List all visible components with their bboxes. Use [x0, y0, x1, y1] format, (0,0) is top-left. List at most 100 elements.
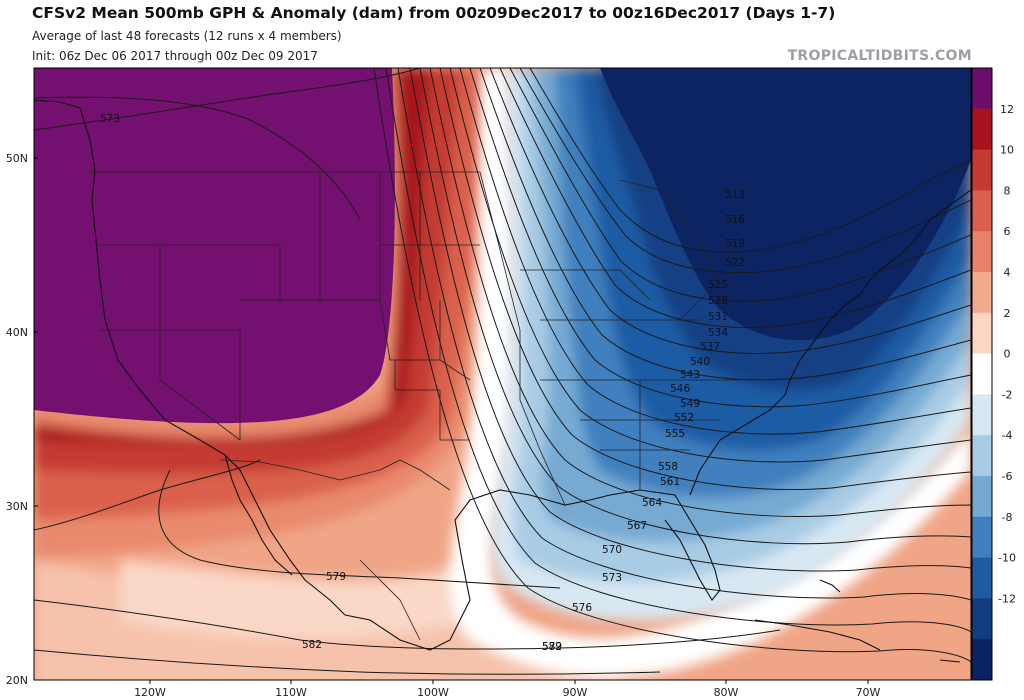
- map-subtitle: Average of last 48 forecasts (12 runs x …: [32, 29, 342, 43]
- contour-line: [34, 599, 781, 650]
- contour-label: 579: [326, 571, 346, 583]
- contour-line: [34, 96, 361, 221]
- contour-label: 516: [725, 214, 745, 226]
- contour-label: 573: [602, 572, 622, 584]
- colorbar-swatch: [972, 598, 992, 640]
- contour-label: 543: [680, 369, 700, 381]
- contour-line: [373, 68, 971, 663]
- contour-line: [34, 459, 261, 531]
- map-title: CFSv2 Mean 500mb GPH & Anomaly (dam) fro…: [32, 4, 836, 22]
- contour-label: 525: [708, 279, 728, 291]
- contour-label: 573: [100, 113, 120, 125]
- contour-line: [489, 68, 971, 354]
- lon-label: 90W: [563, 686, 588, 699]
- contour-label: 555: [665, 428, 685, 440]
- colorbar: 12 10 8 6 4 2 0 -2 -4 -6 -8 -10 -12: [971, 67, 1016, 681]
- lon-label: 120W: [134, 686, 166, 699]
- contour-line: [34, 68, 421, 131]
- contour-line: [429, 68, 971, 517]
- contour-line: [385, 68, 971, 633]
- contour-line: [529, 68, 971, 253]
- contour-label: 546: [670, 383, 690, 395]
- colorbar-label: -2: [1002, 388, 1013, 401]
- lon-label: 80W: [714, 686, 739, 699]
- colorbar-label: 8: [1004, 184, 1011, 197]
- contour-label: 582: [542, 641, 562, 653]
- lon-label: 70W: [856, 686, 881, 699]
- contour-label: 564: [642, 497, 662, 509]
- contour-label: 531: [708, 311, 728, 323]
- coastlines: [34, 99, 971, 663]
- colorbar-swatch: [972, 272, 992, 314]
- colorbar-swatch: [972, 231, 992, 273]
- contour-label: 579: [542, 641, 562, 653]
- contour-line: [509, 68, 971, 302]
- colorbar-swatch: [972, 557, 992, 599]
- colorbar-swatch: [972, 312, 992, 355]
- contour-label: 549: [680, 398, 700, 410]
- map-axes: 50N 40N 30N 20N 120W 110W 100W 90W 80W 70W: [6, 152, 881, 699]
- contour-line: [469, 68, 971, 408]
- contour-label: 519: [725, 238, 745, 250]
- colorbar-swatch: [972, 353, 992, 395]
- lat-label: 50N: [6, 152, 28, 165]
- contour-line: [409, 68, 971, 572]
- colorbar-swatch: [972, 476, 992, 518]
- colorbar-swatch: [972, 516, 992, 559]
- contour-label: 561: [660, 476, 680, 488]
- colorbar-label: 4: [1004, 266, 1011, 279]
- lon-label: 100W: [417, 686, 449, 699]
- contour-label: 528: [708, 295, 728, 307]
- contour-label: 537: [700, 341, 720, 353]
- contour-label: 552: [674, 412, 694, 424]
- colorbar-swatch: [972, 394, 992, 436]
- contour-line: [519, 68, 971, 273]
- contour-label: 570: [602, 544, 622, 556]
- contour-line: [419, 68, 971, 545]
- anomaly-field: [34, 68, 971, 680]
- contour-line: [459, 68, 971, 435]
- colorbar-swatch: [972, 435, 992, 477]
- colorbar-label: -12: [998, 592, 1016, 605]
- state-borders: [90, 171, 740, 641]
- watermark: TROPICALTIDBITS.COM: [787, 48, 972, 64]
- contour-label: 558: [658, 461, 678, 473]
- colorbar-swatch: [972, 108, 992, 151]
- colorbar-label: 6: [1004, 225, 1011, 238]
- colorbar-swatch: [972, 68, 992, 110]
- contour-line: [158, 469, 561, 589]
- colorbar-label: 10: [1000, 144, 1014, 157]
- lat-label: 40N: [6, 326, 28, 339]
- contour-line: [439, 68, 971, 490]
- init-line: Init: 06z Dec 06 2017 through 00z Dec 09…: [32, 49, 318, 63]
- contour-line: [34, 649, 661, 675]
- contour-label: 576: [572, 602, 592, 614]
- map-frame: [33, 67, 972, 681]
- colorbar-swatch: [972, 639, 992, 681]
- contour-line: [397, 68, 971, 601]
- colorbar-swatch: [972, 149, 992, 191]
- colorbar-label: -4: [1002, 429, 1013, 442]
- lon-label: 110W: [275, 686, 307, 699]
- contour-label: 513: [725, 189, 745, 201]
- colorbar-label: 12: [1000, 103, 1014, 116]
- contour-label: 522: [725, 257, 745, 269]
- contour-label: 540: [690, 356, 710, 368]
- contour-labels: 5735795825135165195225255285315345375405…: [100, 113, 745, 653]
- colorbar-frame: [971, 67, 993, 681]
- colorbar-label: -10: [998, 552, 1016, 565]
- contour-line: [479, 68, 971, 381]
- colorbar-label: 0: [1004, 348, 1011, 361]
- colorbar-label: -8: [1002, 511, 1013, 524]
- colorbar-label: -6: [1002, 470, 1013, 483]
- contour-label: 567: [627, 520, 647, 532]
- lat-label: 30N: [6, 500, 28, 513]
- lat-label: 20N: [6, 674, 28, 687]
- colorbar-label: 2: [1004, 307, 1011, 320]
- contour-line: [449, 68, 971, 463]
- contour-lines: [34, 68, 971, 675]
- contour-label: 582: [302, 639, 322, 651]
- colorbar-swatch: [972, 190, 992, 232]
- contour-label: 534: [708, 327, 728, 339]
